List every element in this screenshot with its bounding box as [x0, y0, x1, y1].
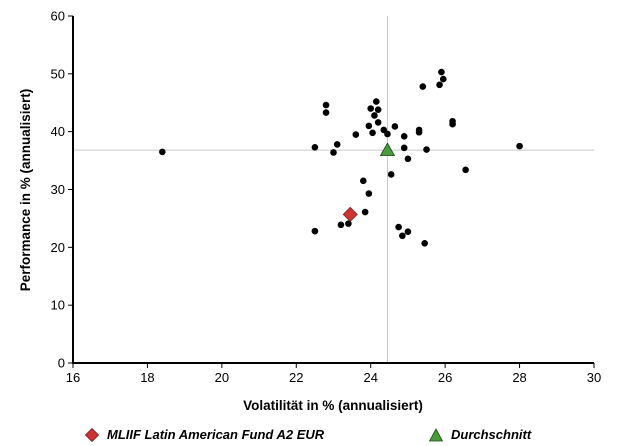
- data-point: [367, 105, 375, 112]
- data-point: [371, 112, 378, 119]
- data-point: [436, 81, 443, 89]
- x-tick-label: 24: [363, 370, 377, 385]
- data-point: [361, 208, 369, 216]
- data-point: [365, 122, 373, 130]
- data-point: [516, 142, 523, 150]
- data-point: [400, 132, 408, 140]
- legend: MLIIF Latin American Fund A2 EUR Durchsc…: [0, 424, 617, 446]
- x-tick-label: 22: [289, 370, 303, 385]
- legend-label-average: Durchschnitt: [451, 427, 532, 442]
- y-axis-title: Performance in % (annualisiert): [18, 89, 33, 292]
- diamond-icon: [85, 427, 99, 442]
- x-axis-title: Volatilität in % (annualisiert): [243, 398, 423, 413]
- data-point: [421, 239, 428, 247]
- x-axis-ticks: 16 18 20 22 24 26 28 30: [66, 363, 601, 385]
- data-point: [333, 141, 341, 148]
- data-point: [395, 223, 402, 231]
- axes: [72, 16, 594, 364]
- legend-item-fund: MLIIF Latin American Fund A2 EUR: [85, 427, 324, 442]
- data-point: [322, 109, 330, 116]
- data-point: [374, 106, 382, 113]
- data-point: [399, 232, 406, 240]
- data-point: [419, 83, 427, 90]
- x-tick-label: 18: [140, 370, 154, 385]
- average-triangle-marker: [379, 142, 396, 156]
- data-point: [462, 166, 469, 174]
- reference-lines: [73, 16, 594, 363]
- y-tick-label: 60: [51, 9, 65, 24]
- y-tick-label: 0: [58, 356, 65, 371]
- data-point: [374, 119, 382, 126]
- y-tick-label: 30: [51, 182, 65, 197]
- x-tick-label: 30: [587, 370, 601, 385]
- x-tick-label: 28: [512, 370, 526, 385]
- x-tick-label: 20: [215, 370, 229, 385]
- data-point: [311, 143, 319, 151]
- data-point: [384, 130, 391, 138]
- data-point: [387, 171, 395, 178]
- fund-diamond-marker: [342, 206, 358, 222]
- legend-label-fund: MLIIF Latin American Fund A2 EUR: [107, 427, 325, 442]
- data-point: [400, 144, 408, 152]
- data-point: [337, 221, 345, 229]
- y-tick-label: 20: [51, 240, 65, 255]
- y-tick-label: 10: [51, 298, 65, 313]
- data-point: [359, 177, 367, 185]
- data-points: [159, 68, 523, 247]
- data-point: [415, 126, 423, 134]
- data-point: [369, 129, 376, 137]
- scatter-chart: 16 18 20 22 24 26 28 30 0 10 20 30 40 50 60 Volatilit…: [18, 9, 601, 414]
- data-point: [391, 123, 399, 130]
- data-point: [439, 75, 447, 83]
- data-point: [330, 149, 337, 156]
- data-point: [404, 228, 412, 236]
- data-point: [404, 155, 412, 163]
- x-tick-label: 26: [438, 370, 452, 385]
- triangle-icon: [429, 427, 443, 441]
- data-point: [352, 131, 360, 138]
- data-point: [311, 227, 319, 235]
- y-tick-label: 40: [51, 124, 65, 139]
- data-point: [438, 68, 445, 76]
- legend-item-average: Durchschnitt: [429, 427, 531, 442]
- data-point: [159, 148, 166, 156]
- data-point: [345, 220, 352, 227]
- y-axis-ticks: 0 10 20 30 40 50 60: [51, 9, 73, 371]
- data-point: [449, 117, 456, 125]
- data-point: [322, 101, 330, 109]
- data-point: [372, 98, 380, 105]
- x-tick-label: 16: [66, 370, 80, 385]
- y-tick-label: 50: [51, 66, 65, 81]
- data-point: [365, 190, 373, 197]
- data-point: [423, 146, 430, 153]
